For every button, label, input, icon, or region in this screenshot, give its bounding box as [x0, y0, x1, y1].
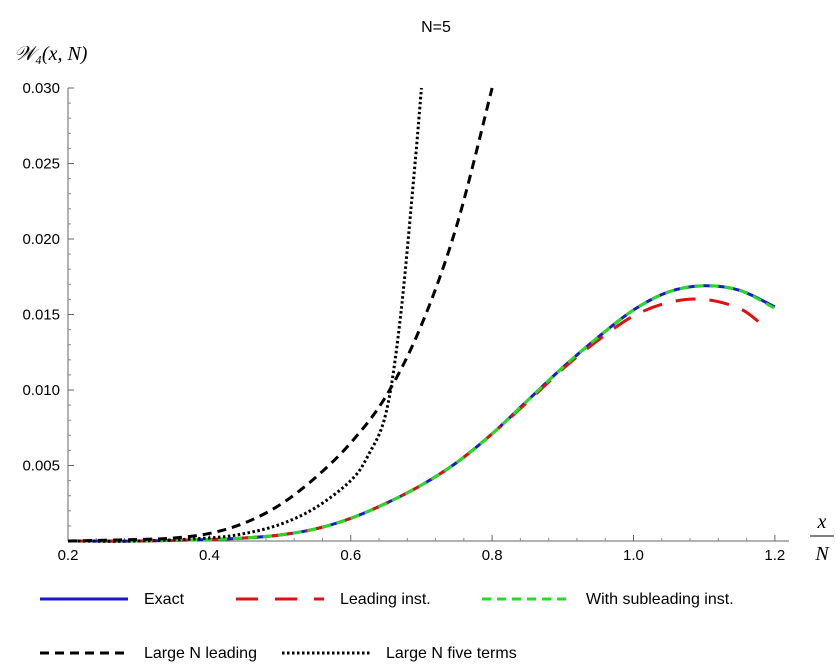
chart-title: N=5: [421, 19, 451, 36]
x-tick-label: 1.0: [623, 547, 644, 564]
y-tick-label: 0.015: [22, 307, 60, 324]
x-axis-label-numerator: x: [817, 511, 827, 533]
y-tick-label: 0.025: [22, 156, 60, 173]
x-tick-label: 0.2: [58, 547, 79, 564]
y-tick-label: 0.020: [22, 231, 60, 248]
x-axis-label-denominator: N: [814, 543, 830, 565]
y-tick-label: 0.030: [22, 80, 60, 97]
axes: 0.2 0.4 0.6 0.8 1.0 1.2 0.005 0.010 0.015 0.020 0.…: [22, 80, 789, 564]
legend-label: Leading inst.: [340, 591, 431, 608]
legend-label: Exact: [144, 591, 185, 608]
legend: Exact Leading inst. With subleading inst. L…: [40, 591, 734, 662]
y-tick-label: 0.010: [22, 382, 60, 399]
x-tick-label: 0.8: [482, 547, 503, 564]
x-tick-label: 0.6: [340, 547, 361, 564]
legend-label: With subleading inst.: [586, 591, 734, 608]
series-line: [67, 297, 762, 543]
plot-area: [67, 87, 776, 543]
y-axis-label: 𝒲₄(x, N): [14, 43, 88, 65]
legend-label: Large N five terms: [386, 645, 517, 662]
legend-label: Large N leading: [144, 645, 257, 662]
series-line: [67, 87, 423, 543]
y-tick-label: 0.005: [22, 458, 60, 475]
series-line: [67, 87, 494, 543]
x-tick-label: 0.4: [199, 547, 220, 564]
series-line: [67, 284, 776, 543]
x-tick-label: 1.2: [764, 547, 785, 564]
